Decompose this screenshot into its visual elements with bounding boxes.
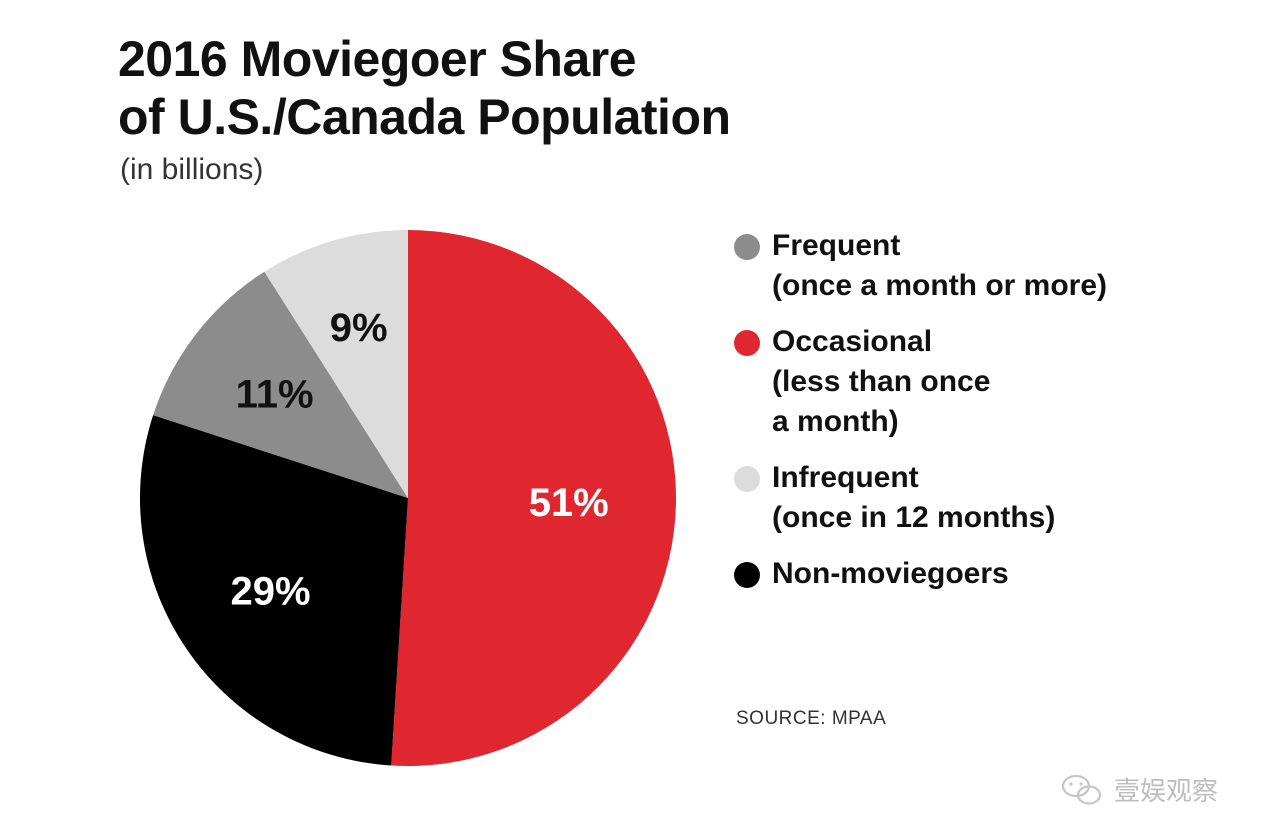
legend-item-infrequent: Infrequent (once in 12 months) (734, 458, 1214, 538)
legend-text-frequent: Frequent (once a month or more) (772, 226, 1214, 306)
pie-slice-1 (391, 230, 676, 766)
legend-item-occasional: Occasional (less than once a month) (734, 322, 1214, 442)
legend-swatch-infrequent (734, 466, 760, 492)
pie-slice-3 (153, 271, 408, 498)
watermark-logo: 壹娱观察 (1061, 774, 1218, 807)
legend-text-infrequent: Infrequent (once in 12 months) (772, 458, 1214, 538)
legend-desc-infrequent: (once in 12 months) (772, 501, 1056, 534)
legend-item-frequent: Frequent (once a month or more) (734, 226, 1214, 306)
legend-label-frequent: Frequent (772, 229, 901, 262)
pie-slice-4 (264, 230, 408, 498)
pie-chart: 51% 29% 11% 9% (139, 230, 676, 766)
wechat-icon (1061, 774, 1102, 805)
legend-item-nonmoviegoers: Non-moviegoers (734, 554, 1214, 594)
legend-desc-frequent: (once a month or more) (772, 269, 1108, 302)
legend-desc-occasional-1: (less than once (772, 365, 991, 398)
legend-text-nonmoviegoers: Non-moviegoers (772, 554, 1214, 594)
pie-slice-label-1: 51% (529, 481, 609, 525)
legend: Frequent (once a month or more) Occasion… (734, 226, 1214, 610)
legend-label-infrequent: Infrequent (772, 461, 919, 494)
chart-title-line-2: of U.S./Canada Population (118, 89, 731, 145)
watermark-text: 壹娱观察 (1114, 777, 1218, 807)
legend-swatch-nonmoviegoers (734, 562, 760, 588)
legend-desc-occasional-2: a month) (772, 405, 899, 438)
legend-swatch-occasional (734, 330, 760, 356)
legend-label-nonmoviegoers: Non-moviegoers (772, 557, 1009, 590)
pie-slice-label-2: 29% (231, 569, 311, 613)
chart-title-line-1: 2016 Moviegoer Share (118, 31, 637, 87)
chart-subtitle: (in billions) (120, 153, 264, 186)
pie-slice-2 (139, 415, 408, 766)
source-note: SOURCE: MPAA (736, 708, 887, 729)
legend-swatch-frequent (734, 234, 760, 260)
pie-slice-label-3: 11% (236, 373, 314, 417)
legend-text-occasional: Occasional (less than once a month) (772, 322, 1214, 442)
chart-title: 2016 Moviegoer Share of U.S./Canada Popu… (118, 30, 731, 146)
legend-label-occasional: Occasional (772, 325, 933, 358)
pie-slice-label-4: 9% (330, 306, 388, 350)
